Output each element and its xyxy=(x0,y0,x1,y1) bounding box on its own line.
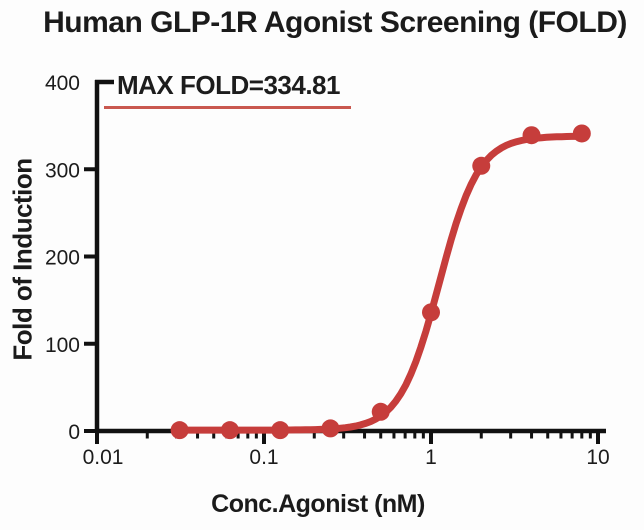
data-point xyxy=(422,303,440,322)
data-point xyxy=(572,124,591,143)
x-tick-label: 1 xyxy=(425,446,437,469)
y-tick-label: 100 xyxy=(45,334,80,357)
fit-curve xyxy=(176,132,586,434)
data-point xyxy=(321,419,340,438)
x-axis-label: Conc.Agonist (nM) xyxy=(211,490,425,518)
data-point xyxy=(371,402,390,421)
data-point xyxy=(220,421,239,440)
y-tick-label: 0 xyxy=(68,421,80,444)
x-tick-label: 0.01 xyxy=(83,446,124,469)
max-fold-underline xyxy=(104,106,351,109)
y-tick-label: 200 xyxy=(45,247,80,270)
data-point xyxy=(472,156,491,175)
data-point xyxy=(271,421,290,440)
max-fold-annotation: MAX FOLD=334.81 xyxy=(117,70,340,100)
data-point xyxy=(170,421,189,440)
y-tick-label: 400 xyxy=(45,72,80,95)
chart-title: Human GLP-1R Agonist Screening (FOLD) xyxy=(43,6,627,39)
y-tick-label: 300 xyxy=(45,159,80,182)
x-tick-label: 0.1 xyxy=(249,446,278,469)
x-tick-label: 10 xyxy=(586,446,609,469)
data-point xyxy=(522,126,541,145)
